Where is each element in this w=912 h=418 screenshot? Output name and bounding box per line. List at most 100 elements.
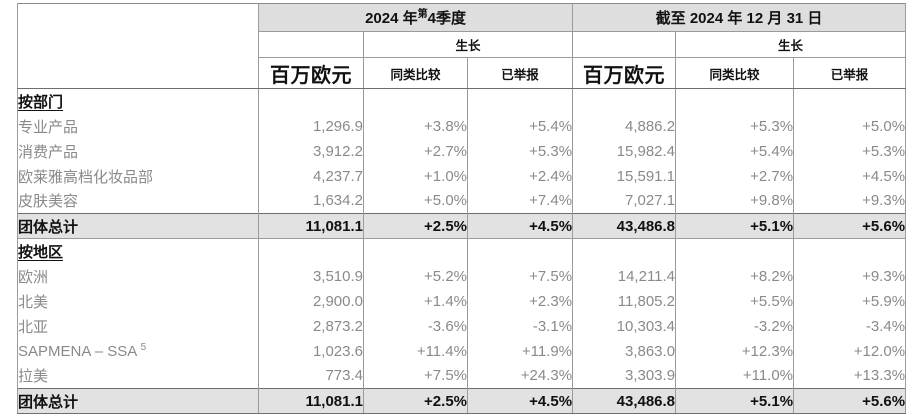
cell-q4-million-euros (258, 238, 364, 264)
cell-fy-reported: +5.3% (793, 138, 907, 164)
total-row: 团体总计 11,081.1 +2.5% +4.5% 43,486.8 +5.1% +5.6% (17, 213, 907, 239)
cell-q4-like-for-like (363, 238, 468, 264)
cell-q4-reported: -3.1% (466, 313, 574, 339)
row-label: 拉美 (17, 363, 259, 389)
cell-q4-like-for-like (363, 88, 468, 114)
cell-fy-reported: +5.9% (793, 288, 907, 314)
row-label: 按地区 (17, 238, 259, 264)
row-label: 欧莱雅高档化妆品部 (17, 163, 259, 189)
cell-fy-like-for-like: +5.4% (675, 138, 795, 164)
cell-fy-reported: +9.3% (793, 263, 907, 289)
column-header-row: 百万欧元 同类比较 已举报 百万欧元 同类比较 已举报 (18, 57, 907, 89)
cell-fy-like-for-like: +5.3% (675, 113, 795, 139)
cell-fy-million-euros: 4,886.2 (572, 113, 677, 139)
data-row: 专业产品 1,296.9 +3.8% +5.4% 4,886.2 +5.3% +5.0% (17, 113, 907, 139)
row-label: SAPMENA – SSA 5 (17, 338, 259, 364)
table-body: 按部门 专业产品 1,296.9 +3.8% +5.4% 4,886.2 +5.3% +5.0… (17, 88, 907, 414)
data-row: 皮肤美容 1,634.2 +5.0% +7.4% 7,027.1 +9.8% +9.3% (17, 188, 907, 214)
cell-fy-like-for-like: +8.2% (675, 263, 795, 289)
cell-q4-reported (466, 88, 574, 114)
cell-q4-like-for-like: +3.8% (363, 113, 468, 139)
cell-fy-reported: +4.5% (793, 163, 907, 189)
row-label: 欧洲 (17, 263, 259, 289)
cell-q4-million-euros: 1,296.9 (258, 113, 364, 139)
cell-fy-like-for-like (675, 238, 795, 264)
growth-header-row: 生长 生长 (18, 31, 907, 58)
cell-q4-million-euros: 1,634.2 (258, 188, 364, 214)
cell-q4-like-for-like: -3.6% (363, 313, 468, 339)
section-row: 按部门 (17, 88, 907, 114)
q4-period-post: 4季度 (427, 10, 466, 27)
cell-fy-like-for-like: +11.0% (675, 363, 795, 389)
cell-q4-reported: +2.4% (466, 163, 574, 189)
period-header-row: 2024 年第4季度 截至 2024 年 12 月 31 日 (17, 3, 907, 89)
row-label: 北美 (17, 288, 259, 314)
results-table-container: 2024 年第4季度 截至 2024 年 12 月 31 日 生长 生长 百万欧… (17, 3, 907, 414)
fy-reported-header: 已举报 (793, 57, 907, 89)
cell-fy-reported: +5.6% (793, 388, 907, 414)
cell-fy-million-euros: 11,805.2 (572, 288, 677, 314)
q4-reported-header: 已举报 (466, 57, 574, 89)
cell-fy-reported: +5.0% (793, 113, 907, 139)
financial-results-table: 2024 年第4季度 截至 2024 年 12 月 31 日 生长 生长 百万欧… (17, 3, 907, 414)
row-label: 专业产品 (17, 113, 259, 139)
cell-q4-like-for-like: +1.0% (363, 163, 468, 189)
cell-q4-million-euros: 4,237.7 (258, 163, 364, 189)
cell-q4-million-euros: 3,912.2 (258, 138, 364, 164)
fy-growth-label: 生长 (675, 31, 907, 58)
cell-q4-like-for-like: +1.4% (363, 288, 468, 314)
data-row: 北美 2,900.0 +1.4% +2.3% 11,805.2 +5.5% +5.9% (17, 288, 907, 314)
cell-fy-million-euros (572, 238, 677, 264)
q4-unit-header: 百万欧元 (258, 57, 364, 89)
cell-q4-million-euros (258, 88, 364, 114)
cell-fy-reported: +13.3% (793, 363, 907, 389)
cell-q4-like-for-like: +7.5% (363, 363, 468, 389)
cell-fy-million-euros: 43,486.8 (572, 388, 677, 414)
cell-fy-reported: +12.0% (793, 338, 907, 364)
cell-q4-reported: +5.3% (466, 138, 574, 164)
data-row: 拉美 773.4 +7.5% +24.3% 3,303.9 +11.0% +13.3% (17, 363, 907, 389)
section-row: 按地区 (17, 238, 907, 264)
cell-q4-like-for-like: +5.0% (363, 188, 468, 214)
data-row: 北亚 2,873.2 -3.6% -3.1% 10,303.4 -3.2% -3.4% (17, 313, 907, 339)
q4-like-for-like-header: 同类比较 (363, 57, 468, 89)
cell-q4-reported: +24.3% (466, 363, 574, 389)
data-row: 欧洲 3,510.9 +5.2% +7.5% 14,211.4 +8.2% +9.3% (17, 263, 907, 289)
row-label: 皮肤美容 (17, 188, 259, 214)
data-row: SAPMENA – SSA 5 1,023.6 +11.4% +11.9% 3,863.… (17, 338, 907, 364)
data-row: 欧莱雅高档化妆品部 4,237.7 +1.0% +2.4% 15,591.1 +2.7% +… (17, 163, 907, 189)
cell-q4-reported (466, 238, 574, 264)
cell-q4-million-euros: 2,900.0 (258, 288, 364, 314)
row-label: 消费产品 (17, 138, 259, 164)
cell-q4-like-for-like: +2.7% (363, 138, 468, 164)
cell-fy-like-for-like: +12.3% (675, 338, 795, 364)
cell-fy-million-euros: 15,591.1 (572, 163, 677, 189)
cell-fy-reported: +5.6% (793, 213, 907, 239)
cell-q4-reported: +7.4% (466, 188, 574, 214)
q4-period-header: 2024 年第4季度 (257, 3, 574, 32)
cell-q4-million-euros: 11,081.1 (258, 388, 364, 414)
cell-q4-like-for-like: +2.5% (363, 388, 468, 414)
cell-q4-million-euros: 773.4 (258, 363, 364, 389)
cell-fy-like-for-like: +5.1% (675, 213, 795, 239)
cell-fy-like-for-like (675, 88, 795, 114)
q4-period-sup: 第 (417, 9, 428, 20)
row-label: 团体总计 (17, 213, 259, 239)
cell-fy-like-for-like: -3.2% (675, 313, 795, 339)
cell-fy-million-euros: 10,303.4 (572, 313, 677, 339)
cell-q4-like-for-like: +11.4% (363, 338, 468, 364)
cell-q4-reported: +2.3% (466, 288, 574, 314)
cell-q4-reported: +5.4% (466, 113, 574, 139)
cell-q4-like-for-like: +2.5% (363, 213, 468, 239)
cell-fy-reported: -3.4% (793, 313, 907, 339)
corner-cell (17, 3, 259, 89)
cell-q4-million-euros: 1,023.6 (258, 338, 364, 364)
cell-q4-reported: +4.5% (466, 388, 574, 414)
q4-growth-spacer-cell (258, 31, 364, 58)
cell-fy-million-euros: 43,486.8 (572, 213, 677, 239)
cell-q4-million-euros: 11,081.1 (258, 213, 364, 239)
cell-fy-reported (793, 238, 907, 264)
q4-period-pre: 2024 年 (365, 10, 418, 27)
cell-fy-like-for-like: +5.1% (675, 388, 795, 414)
fy-unit-header: 百万欧元 (572, 57, 677, 89)
